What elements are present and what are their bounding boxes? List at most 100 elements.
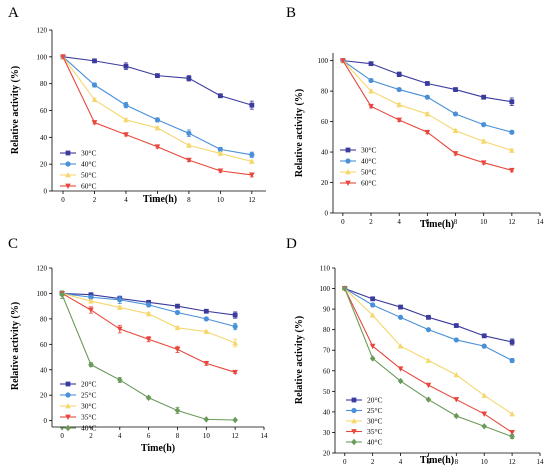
data-point bbox=[509, 167, 515, 174]
x-tick-label: 0 bbox=[343, 458, 347, 466]
data-point bbox=[174, 309, 181, 316]
legend-swatch-marker bbox=[65, 172, 71, 178]
data-point bbox=[116, 376, 123, 384]
data-point bbox=[397, 377, 404, 385]
data-point bbox=[154, 124, 161, 131]
data-point bbox=[396, 71, 402, 77]
data-point bbox=[232, 312, 238, 318]
data-point bbox=[424, 81, 430, 86]
x-tick-label: 6 bbox=[426, 218, 430, 226]
x-axis-title: Time(h) bbox=[420, 455, 454, 466]
x-tick-label: 8 bbox=[454, 218, 458, 226]
legend-item: 40°C bbox=[60, 424, 97, 433]
y-axis-title: Relative activity (%) bbox=[10, 66, 21, 154]
data-point bbox=[155, 73, 160, 79]
data-point bbox=[424, 129, 431, 136]
y-tick-label: 120 bbox=[37, 265, 48, 273]
legend: 30°C 40°C 50°C 60°C bbox=[340, 146, 377, 188]
data-point bbox=[145, 310, 152, 317]
legend-label: 50°C bbox=[361, 168, 377, 177]
x-tick-label: 2 bbox=[369, 218, 373, 226]
series-line bbox=[62, 56, 252, 106]
series-4 bbox=[59, 290, 238, 424]
data-point bbox=[481, 122, 487, 128]
data-point bbox=[232, 416, 238, 424]
y-tick-label: 80 bbox=[40, 80, 48, 88]
x-tick-label: 14 bbox=[537, 458, 545, 466]
y-tick-label: 0 bbox=[44, 188, 48, 196]
x-tick-label: 6 bbox=[147, 432, 151, 440]
data-point bbox=[509, 147, 515, 153]
data-point bbox=[396, 117, 402, 124]
data-point bbox=[481, 343, 487, 349]
x-tick-label: 4 bbox=[124, 196, 128, 204]
data-point bbox=[232, 340, 238, 346]
legend-item: 20°C bbox=[346, 396, 383, 405]
legend-swatch-marker bbox=[351, 438, 357, 446]
y-tick-label: 40 bbox=[323, 408, 331, 416]
data-point bbox=[453, 397, 460, 403]
data-point bbox=[186, 157, 192, 164]
data-point bbox=[91, 120, 98, 126]
data-point bbox=[174, 347, 181, 353]
data-point bbox=[203, 361, 210, 367]
data-point bbox=[232, 369, 238, 376]
legend-item: 40°C bbox=[60, 160, 97, 169]
data-point bbox=[217, 150, 224, 156]
series-line bbox=[62, 292, 236, 328]
data-point bbox=[145, 394, 152, 401]
data-point bbox=[60, 54, 66, 60]
legend-swatch-marker bbox=[351, 429, 357, 435]
legend-item: 50°C bbox=[60, 171, 97, 180]
data-point bbox=[116, 304, 123, 310]
legend-label: 25°C bbox=[81, 391, 97, 400]
y-tick-label: 20 bbox=[40, 161, 48, 169]
data-point bbox=[481, 333, 487, 339]
series-1 bbox=[340, 58, 515, 135]
series-3 bbox=[60, 54, 255, 178]
series-2 bbox=[60, 53, 255, 164]
legend-label: 30°C bbox=[81, 149, 97, 158]
x-tick-label: 2 bbox=[371, 458, 375, 466]
data-point bbox=[369, 355, 376, 362]
legend-item: 30°C bbox=[340, 146, 377, 155]
series-line bbox=[62, 56, 252, 156]
y-axis-title: Relative activity (%) bbox=[10, 302, 21, 390]
x-tick-label: 14 bbox=[261, 432, 269, 440]
x-axis-title: Time(h) bbox=[143, 194, 177, 205]
series-2 bbox=[59, 290, 238, 348]
y-tick-label: 20 bbox=[40, 392, 48, 400]
series-1 bbox=[60, 54, 255, 158]
data-point bbox=[217, 146, 223, 153]
x-tick-label: 4 bbox=[397, 218, 401, 226]
data-point bbox=[340, 58, 346, 64]
x-tick-label: 10 bbox=[480, 218, 488, 226]
data-point bbox=[369, 343, 376, 350]
series-line bbox=[342, 60, 513, 152]
data-point bbox=[88, 361, 94, 368]
x-tick-label: 6 bbox=[156, 196, 160, 204]
y-tick-label: 70 bbox=[323, 347, 331, 355]
legend-item: 50°C bbox=[340, 168, 377, 177]
chart-panel-b: B 0 20 40 60 80 100 0 2 4 6 8 10 12 14 Time(h) Relative … bbox=[286, 5, 544, 230]
y-tick-label: 80 bbox=[40, 315, 48, 323]
x-tick-label: 0 bbox=[61, 196, 65, 204]
y-tick-label: 20 bbox=[321, 179, 329, 187]
y-tick-label: 120 bbox=[37, 27, 48, 35]
legend-swatch-marker bbox=[65, 424, 71, 432]
legend-label: 40°C bbox=[81, 424, 97, 433]
series-0 bbox=[60, 54, 255, 110]
data-point bbox=[174, 324, 181, 331]
legend-swatch-marker bbox=[65, 161, 71, 167]
data-point bbox=[481, 423, 488, 430]
panel-letter: B bbox=[286, 5, 296, 21]
legend-label: 40°C bbox=[81, 160, 97, 169]
legend-swatch-marker bbox=[351, 418, 357, 424]
y-tick-label: 40 bbox=[321, 149, 329, 157]
series-2 bbox=[340, 57, 515, 153]
data-point bbox=[116, 326, 123, 333]
data-point bbox=[370, 302, 376, 308]
data-point bbox=[481, 392, 488, 398]
data-point bbox=[203, 316, 209, 322]
data-point bbox=[452, 127, 459, 134]
